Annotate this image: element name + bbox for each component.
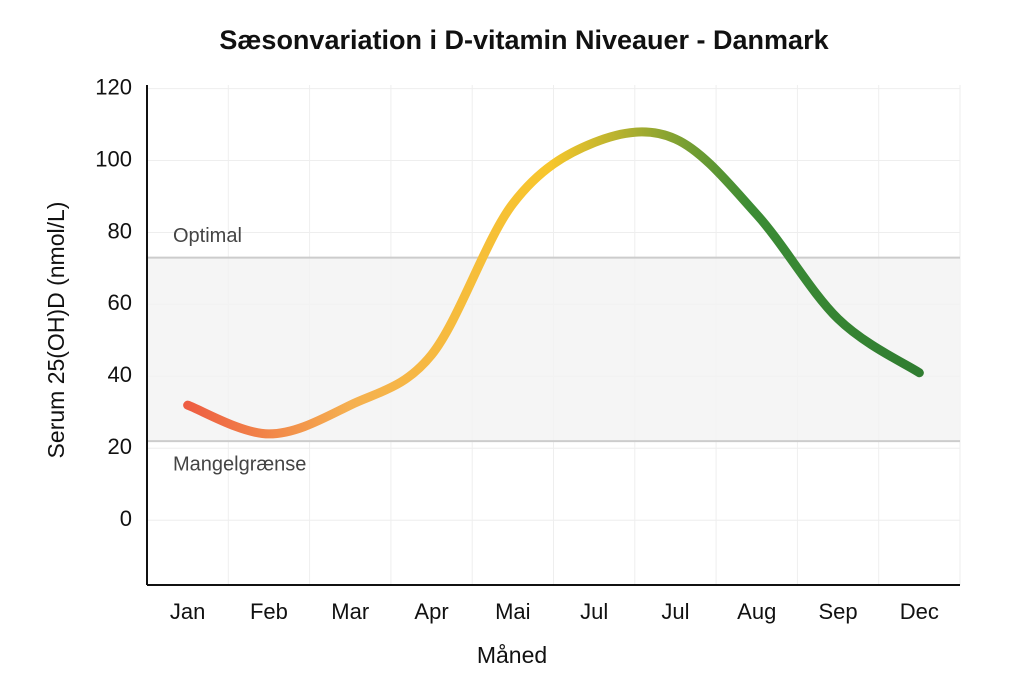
- x-tick-label: Sep: [818, 599, 857, 624]
- y-tick-label: 0: [120, 506, 132, 531]
- y-tick-label: 20: [108, 434, 132, 459]
- x-tick-label: Jan: [170, 599, 205, 624]
- y-tick-label: 100: [95, 146, 132, 171]
- x-tick-label: Dec: [900, 599, 939, 624]
- chart-title: Sæsonvariation i D-vitamin Niveauer - Da…: [219, 25, 829, 55]
- x-tick-label: Mai: [495, 599, 530, 624]
- x-tick-label: Apr: [414, 599, 448, 624]
- y-axis-label: Serum 25(OH)D (nmol/L): [43, 202, 69, 459]
- x-tick-label: Aug: [737, 599, 776, 624]
- y-tick-label: 40: [108, 362, 132, 387]
- band-label: Mangelgrænse: [173, 453, 306, 475]
- x-axis-label: Måned: [477, 642, 547, 668]
- x-tick-label: Jul: [661, 599, 689, 624]
- x-tick-label: Mar: [331, 599, 369, 624]
- y-tick-label: 120: [95, 74, 132, 99]
- y-tick-label: 60: [108, 290, 132, 315]
- y-tick-label: 80: [108, 218, 132, 243]
- optimal-range: [147, 257, 960, 442]
- line: [183, 127, 924, 439]
- x-tick-label: Feb: [250, 599, 288, 624]
- band-label: Optimal: [173, 225, 242, 247]
- x-tick-label: Jul: [580, 599, 608, 624]
